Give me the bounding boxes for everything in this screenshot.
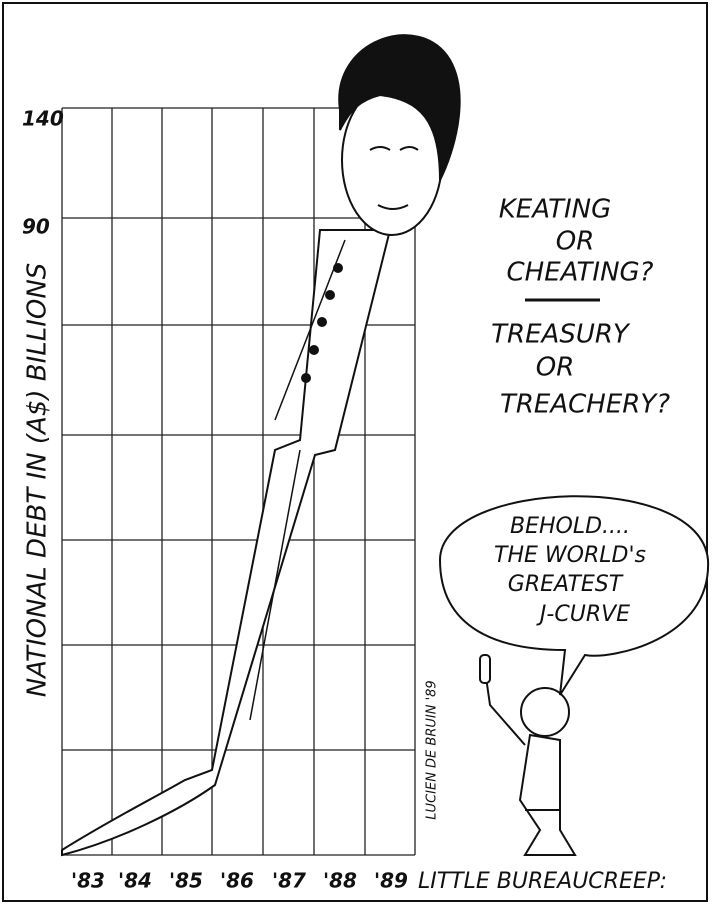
y-label: 90 bbox=[22, 215, 50, 239]
x-label: '85 bbox=[169, 869, 203, 893]
x-label: '87 bbox=[272, 869, 306, 893]
slogan: OR bbox=[556, 227, 595, 257]
slogan: CHEATING? bbox=[507, 258, 654, 288]
slogan: TREACHERY? bbox=[500, 390, 670, 420]
y-axis-title: NATIONAL DEBT IN (A$) BILLIONS bbox=[23, 263, 53, 698]
speech-text: BEHOLD.... bbox=[510, 514, 630, 539]
slogan: KEATING bbox=[499, 195, 612, 225]
speech-text: GREATEST bbox=[508, 572, 624, 597]
y-label: 140 bbox=[22, 107, 64, 131]
x-label: '83 bbox=[71, 869, 105, 893]
caption: LITTLE BUREAUCREEP: bbox=[418, 869, 667, 894]
signature: LUCIEN DE BRUIN '89 bbox=[425, 680, 440, 819]
x-label: '88 bbox=[323, 869, 357, 893]
x-label: '84 bbox=[118, 869, 152, 893]
x-label: '86 bbox=[220, 869, 254, 893]
speech-text: J-CURVE bbox=[536, 602, 630, 627]
figure bbox=[62, 35, 460, 855]
cartoon: 140 90 NATIONAL DEBT IN (A$) BILLIONS '8… bbox=[0, 0, 712, 906]
x-label: '89 bbox=[374, 869, 408, 893]
speech-text: THE WORLD's bbox=[494, 543, 646, 568]
slogan: TREASURY bbox=[491, 320, 631, 350]
slogan: OR bbox=[536, 353, 575, 383]
